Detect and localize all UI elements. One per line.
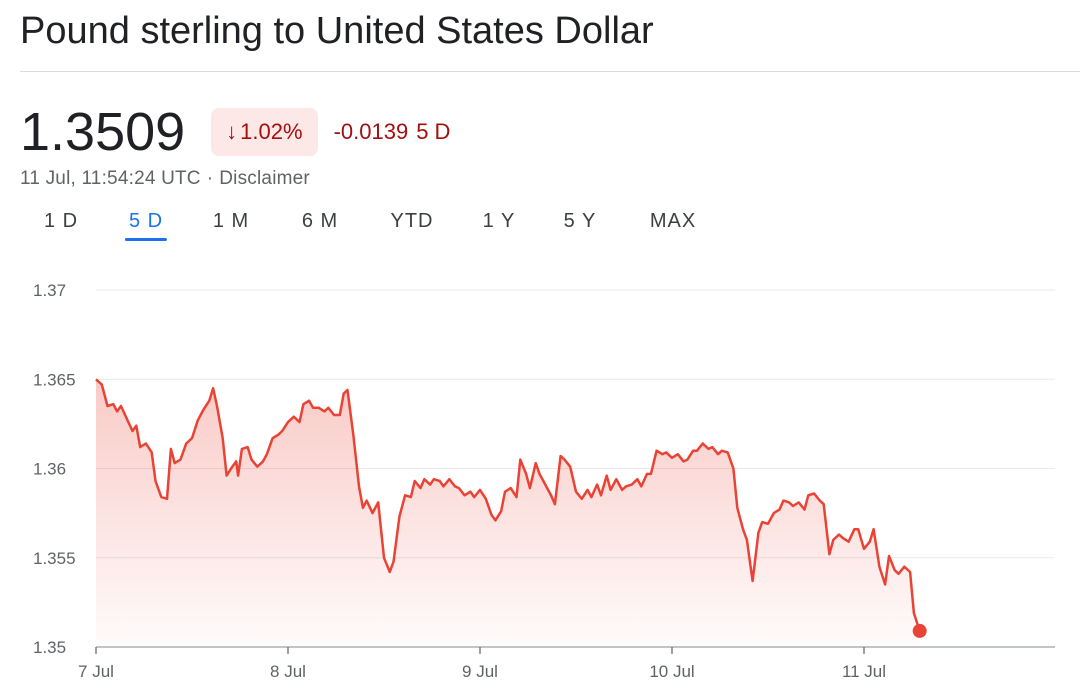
tab-range-5y[interactable]: 5 Y [563,210,597,232]
meta-separator: · [206,168,214,189]
tab-range-1y[interactable]: 1 Y [482,210,516,232]
page-title: Pound sterling to United States Dollar [20,10,654,52]
price-row: 1.3509 ↓ 1.02% -0.0139 5 D [20,100,450,164]
price-chart[interactable]: 1.35 1.355 1.36 1.365 1.37 7 Jul 8 Jul 9 Jul 10 … [0,260,1080,690]
change-percent-badge: ↓ 1.02% [211,108,318,156]
quote-meta: 11 Jul, 11:54:24 UTC · Disclaimer [20,168,310,190]
disclaimer-link[interactable]: Disclaimer [219,168,310,189]
price-line [95,378,921,632]
change-period: 5 D [416,119,451,144]
tab-range-max[interactable]: MAX [649,210,697,232]
y-tick-label: 1.36 [33,460,66,479]
tab-range-1m[interactable]: 1 M [212,210,250,232]
arrow-down-icon: ↓ [226,119,238,144]
y-tick-label: 1.365 [33,370,76,389]
current-price-marker [912,623,927,638]
y-tick-label: 1.355 [33,549,76,568]
quote-timestamp: 11 Jul, 11:54:24 UTC [20,168,201,189]
tab-range-1d[interactable]: 1 D [43,210,79,232]
time-range-tabs: 1 D 5 D 1 M 6 M YTD 1 Y 5 Y MAX [0,210,760,250]
tab-range-ytd[interactable]: YTD [390,210,434,232]
y-tick-label: 1.37 [33,281,66,300]
change-absolute: -0.0139 [333,119,409,144]
price-area-fill [96,379,920,647]
change-percent: 1.02% [240,119,303,144]
x-tick-label: 10 Jul [649,662,694,681]
x-tick-label: 9 Jul [462,662,498,681]
change-absolute-group: -0.0139 5 D [334,119,451,145]
y-tick-label: 1.35 [33,638,66,657]
tab-range-5d[interactable]: 5 D [124,210,168,241]
header-divider [20,71,1080,72]
current-price: 1.3509 [20,102,186,162]
x-tick-label: 11 Jul [842,662,886,681]
x-tick-label: 7 Jul [78,662,114,681]
tab-range-6m[interactable]: 6 M [301,210,339,232]
x-tick-label: 8 Jul [270,662,306,681]
